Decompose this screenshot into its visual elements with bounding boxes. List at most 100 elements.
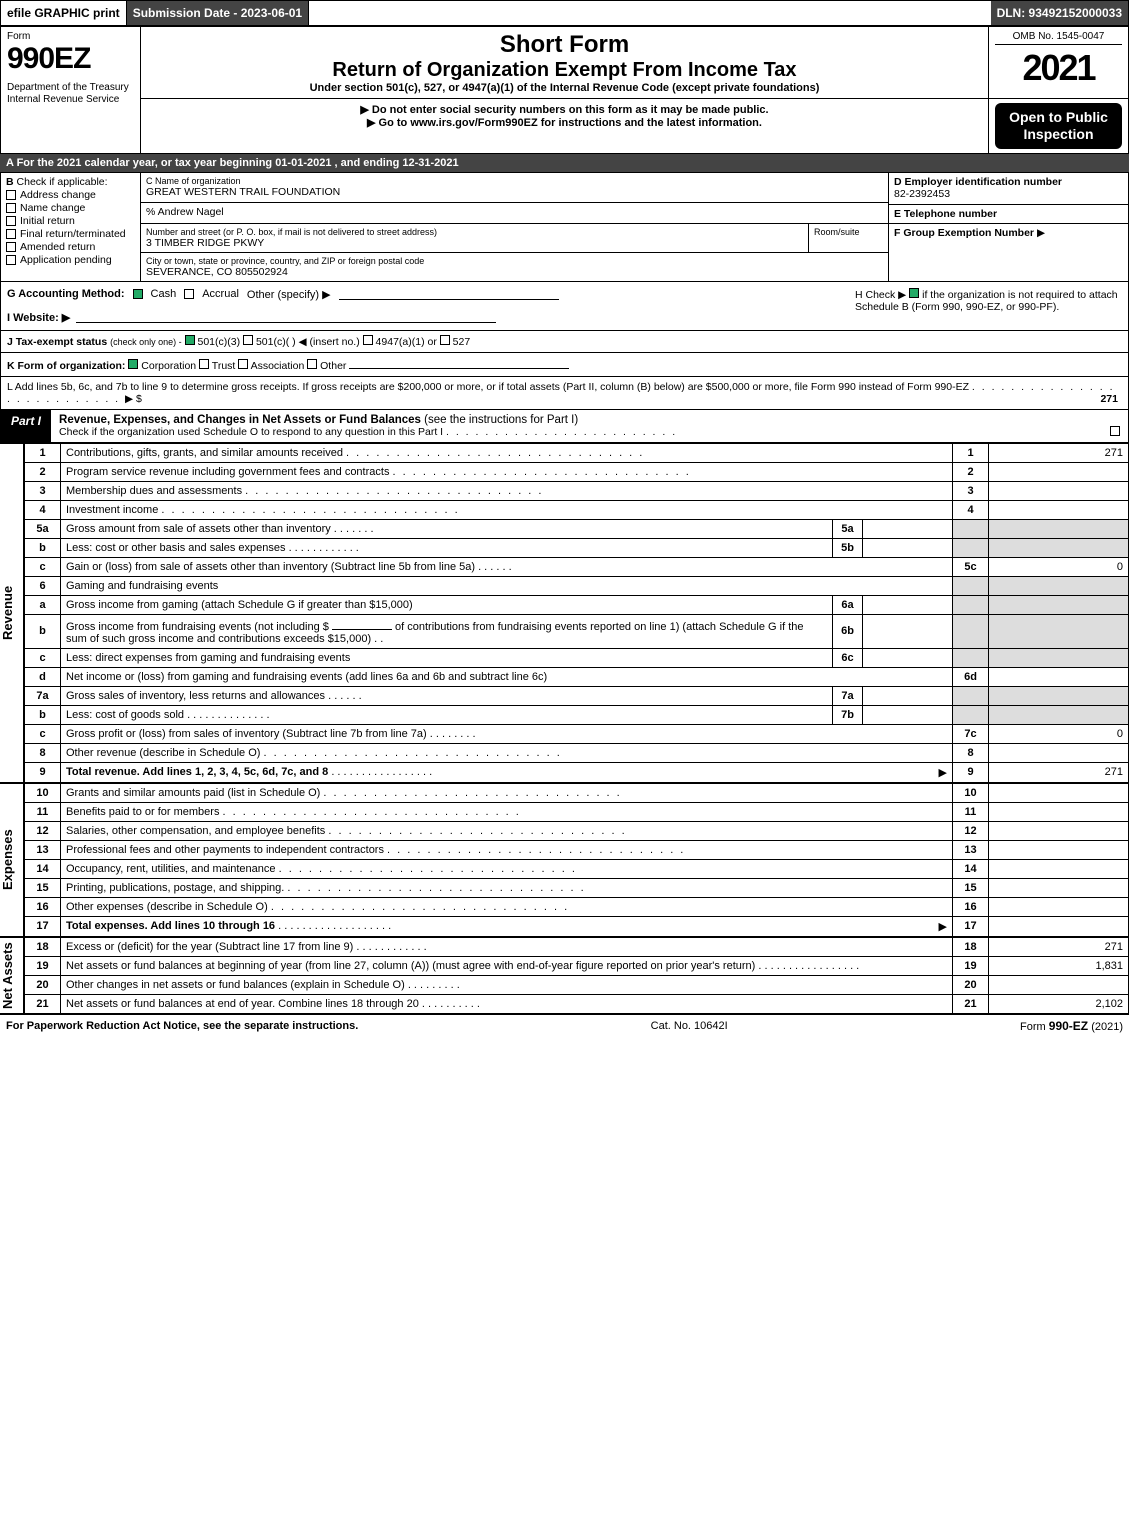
arrow-icon: ▶	[1037, 227, 1045, 239]
checkbox-cash[interactable]	[133, 289, 143, 299]
checkbox-corp[interactable]	[128, 359, 138, 369]
other-specify-line[interactable]	[339, 288, 559, 300]
line-num: b	[25, 614, 61, 648]
sub-amt	[863, 614, 953, 648]
checkbox-501c[interactable]	[243, 335, 253, 345]
line-desc: Other revenue (describe in Schedule O)	[66, 747, 260, 759]
line-num: 11	[25, 802, 61, 821]
line-7c: c Gross profit or (loss) from sales of i…	[25, 724, 1129, 743]
line-desc: Net assets or fund balances at beginning…	[66, 960, 755, 972]
line-amt: 0	[989, 724, 1129, 743]
cb-label: Initial return	[20, 215, 75, 227]
checkbox-assoc[interactable]	[238, 359, 248, 369]
sub-amt	[863, 648, 953, 667]
j-opt3: 4947(a)(1) or	[376, 336, 437, 348]
line-6c: c Less: direct expenses from gaming and …	[25, 648, 1129, 667]
top-bar: efile GRAPHIC print Submission Date - 20…	[0, 0, 1129, 26]
checkbox-501c3[interactable]	[185, 335, 195, 345]
sub-box: 5a	[833, 519, 863, 538]
cb-address-change[interactable]: Address change	[6, 189, 135, 201]
line-box: 18	[953, 937, 989, 956]
line-box: 19	[953, 956, 989, 975]
checkbox-icon[interactable]	[6, 229, 16, 239]
line-6b: b Gross income from fundraising events (…	[25, 614, 1129, 648]
checkbox-icon[interactable]	[6, 255, 16, 265]
line-amt	[989, 840, 1129, 859]
cb-application-pending[interactable]: Application pending	[6, 254, 135, 266]
line-desc: Other changes in net assets or fund bala…	[66, 979, 405, 991]
line-j: J Tax-exempt status (check only one) - 5…	[0, 331, 1129, 353]
line-box: 1	[953, 443, 989, 462]
line-amt	[989, 783, 1129, 802]
line-19: 19 Net assets or fund balances at beginn…	[25, 956, 1129, 975]
line-desc: Benefits paid to or for members	[66, 806, 219, 818]
checkbox-accrual[interactable]	[184, 289, 194, 299]
line-amt: 271	[989, 443, 1129, 462]
cb-amended-return[interactable]: Amended return	[6, 241, 135, 253]
footer-form-pre: Form	[1020, 1021, 1049, 1033]
line-5a: 5a Gross amount from sale of assets othe…	[25, 519, 1129, 538]
checkbox-icon[interactable]	[6, 203, 16, 213]
title-cell: Short Form Return of Organization Exempt…	[141, 27, 989, 99]
line-num: 14	[25, 859, 61, 878]
box-c-street: Number and street (or P. O. box, if mail…	[141, 223, 889, 252]
expenses-table: 10 Grants and similar amounts paid (list…	[24, 783, 1129, 937]
line-box: 4	[953, 500, 989, 519]
checkbox-h[interactable]	[909, 288, 919, 298]
cb-initial-return[interactable]: Initial return	[6, 215, 135, 227]
shaded-cell	[953, 614, 989, 648]
sub-box: 6c	[833, 648, 863, 667]
efile-label[interactable]: efile GRAPHIC print	[1, 1, 127, 25]
line-amt: 2,102	[989, 994, 1129, 1013]
sub-box: 5b	[833, 538, 863, 557]
line-desc: Grants and similar amounts paid (list in…	[66, 787, 320, 799]
line-box: 3	[953, 481, 989, 500]
line-num: 16	[25, 897, 61, 916]
line-amt	[989, 462, 1129, 481]
section-a-bar: A For the 2021 calendar year, or tax yea…	[0, 154, 1129, 172]
e-label: E Telephone number	[894, 208, 1123, 220]
line-num: d	[25, 667, 61, 686]
line-15: 15 Printing, publications, postage, and …	[25, 878, 1129, 897]
l-amount: 271	[1100, 393, 1118, 405]
city-value: SEVERANCE, CO 805502924	[146, 266, 883, 278]
footer-cat: Cat. No. 10642I	[651, 1020, 728, 1032]
line-amt	[989, 500, 1129, 519]
room-label: Room/suite	[814, 227, 883, 237]
g-accrual: Accrual	[202, 288, 239, 300]
shaded-cell	[989, 576, 1129, 595]
inst-goto[interactable]: ▶ Go to www.irs.gov/Form990EZ for instru…	[147, 116, 982, 129]
line-num: b	[25, 705, 61, 724]
line-num: 4	[25, 500, 61, 519]
line-num: 17	[25, 916, 61, 936]
checkbox-icon[interactable]	[6, 216, 16, 226]
checkbox-other-org[interactable]	[307, 359, 317, 369]
box-f: F Group Exemption Number ▶	[889, 223, 1129, 281]
d-label: D Employer identification number	[894, 176, 1123, 188]
line-box: 9	[953, 762, 989, 782]
checkbox-4947[interactable]	[363, 335, 373, 345]
line-k: K Form of organization: Corporation Trus…	[0, 353, 1129, 377]
line-5b: b Less: cost or other basis and sales ex…	[25, 538, 1129, 557]
line-16: 16 Other expenses (describe in Schedule …	[25, 897, 1129, 916]
contrib-amount-blank[interactable]	[332, 618, 392, 630]
checkbox-schedule-o[interactable]	[1110, 426, 1120, 436]
website-line[interactable]	[76, 311, 496, 323]
line-box: 12	[953, 821, 989, 840]
other-org-line[interactable]	[349, 357, 569, 369]
line-num: c	[25, 648, 61, 667]
ein-value: 82-2392453	[894, 188, 1123, 200]
dept-treasury: Department of the Treasury Internal Reve…	[7, 82, 134, 106]
checkbox-527[interactable]	[440, 335, 450, 345]
line-box: 21	[953, 994, 989, 1013]
shaded-cell	[953, 648, 989, 667]
checkbox-trust[interactable]	[199, 359, 209, 369]
checkbox-icon[interactable]	[6, 190, 16, 200]
g-i-block: G Accounting Method: Cash Accrual Other …	[0, 282, 849, 331]
cb-final-return[interactable]: Final return/terminated	[6, 228, 135, 240]
checkbox-icon[interactable]	[6, 242, 16, 252]
shaded-cell	[989, 686, 1129, 705]
k-opt3: Association	[251, 360, 305, 372]
cb-name-change[interactable]: Name change	[6, 202, 135, 214]
shaded-cell	[953, 686, 989, 705]
